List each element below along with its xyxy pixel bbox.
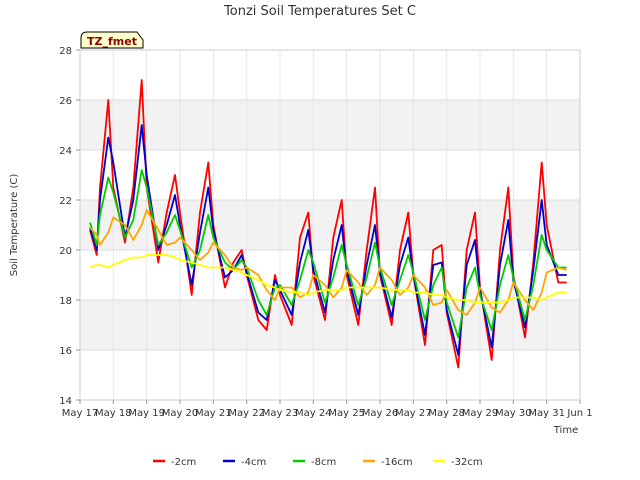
site-tag-badge: TZ_fmet	[80, 31, 144, 49]
x-tick-label: May 23	[262, 408, 299, 419]
legend: -2cm -4cm -8cm -16cm -32cm	[153, 457, 483, 468]
y-axis-label: Soil Temperature (C)	[9, 174, 20, 277]
y-tick-label: 16	[59, 346, 72, 357]
y-tick-label: 24	[59, 146, 72, 157]
chart-title: Tonzi Soil Temperatures Set C	[223, 4, 416, 19]
plot-frame	[79, 49, 581, 401]
series-lines	[89, 79, 567, 369]
x-tick-label: May 27	[395, 408, 432, 419]
series-line-minus-16cm	[89, 209, 567, 316]
plot-band	[80, 300, 580, 350]
plot-background-bands	[80, 100, 580, 350]
x-tick-label: May 22	[228, 408, 265, 419]
legend-label: -2cm	[171, 457, 196, 468]
y-tick-label: 22	[59, 196, 72, 207]
legend-label: -4cm	[241, 457, 266, 468]
plot-band	[80, 200, 580, 250]
y-axis-ticks: 14 16 18 20 22 24 26 28	[59, 46, 80, 407]
x-tick-label: Jun 1	[566, 408, 592, 419]
legend-label: -32cm	[451, 457, 483, 468]
x-tick-label: May 25	[328, 408, 365, 419]
site-tag-label: TZ_fmet	[87, 35, 137, 48]
series-line-minus-32cm	[89, 254, 567, 304]
x-tick-label: May 29	[462, 408, 499, 419]
x-tick-label: May 18	[95, 408, 132, 419]
legend-label: -8cm	[311, 457, 336, 468]
legend-label: -16cm	[381, 457, 413, 468]
plot-band	[80, 100, 580, 150]
y-tick-label: 28	[59, 46, 72, 57]
x-tick-label: May 24	[295, 408, 332, 419]
x-tick-label: May 21	[195, 408, 232, 419]
x-tick-label: May 17	[62, 408, 99, 419]
x-axis-label: Time	[553, 425, 578, 436]
site-tag-box	[80, 31, 144, 49]
x-tick-label: May 26	[362, 408, 399, 419]
y-tick-label: 18	[59, 296, 72, 307]
series-line-minus-8cm	[89, 169, 567, 339]
x-tick-label: May 20	[162, 408, 199, 419]
y-tick-label: 14	[59, 396, 72, 407]
x-tick-label: May 30	[495, 408, 532, 419]
x-tick-label: May 28	[428, 408, 465, 419]
x-tick-label: May 19	[128, 408, 165, 419]
y-tick-label: 20	[59, 246, 72, 257]
x-tick-label: May 31	[528, 408, 565, 419]
y-tick-label: 26	[59, 96, 72, 107]
